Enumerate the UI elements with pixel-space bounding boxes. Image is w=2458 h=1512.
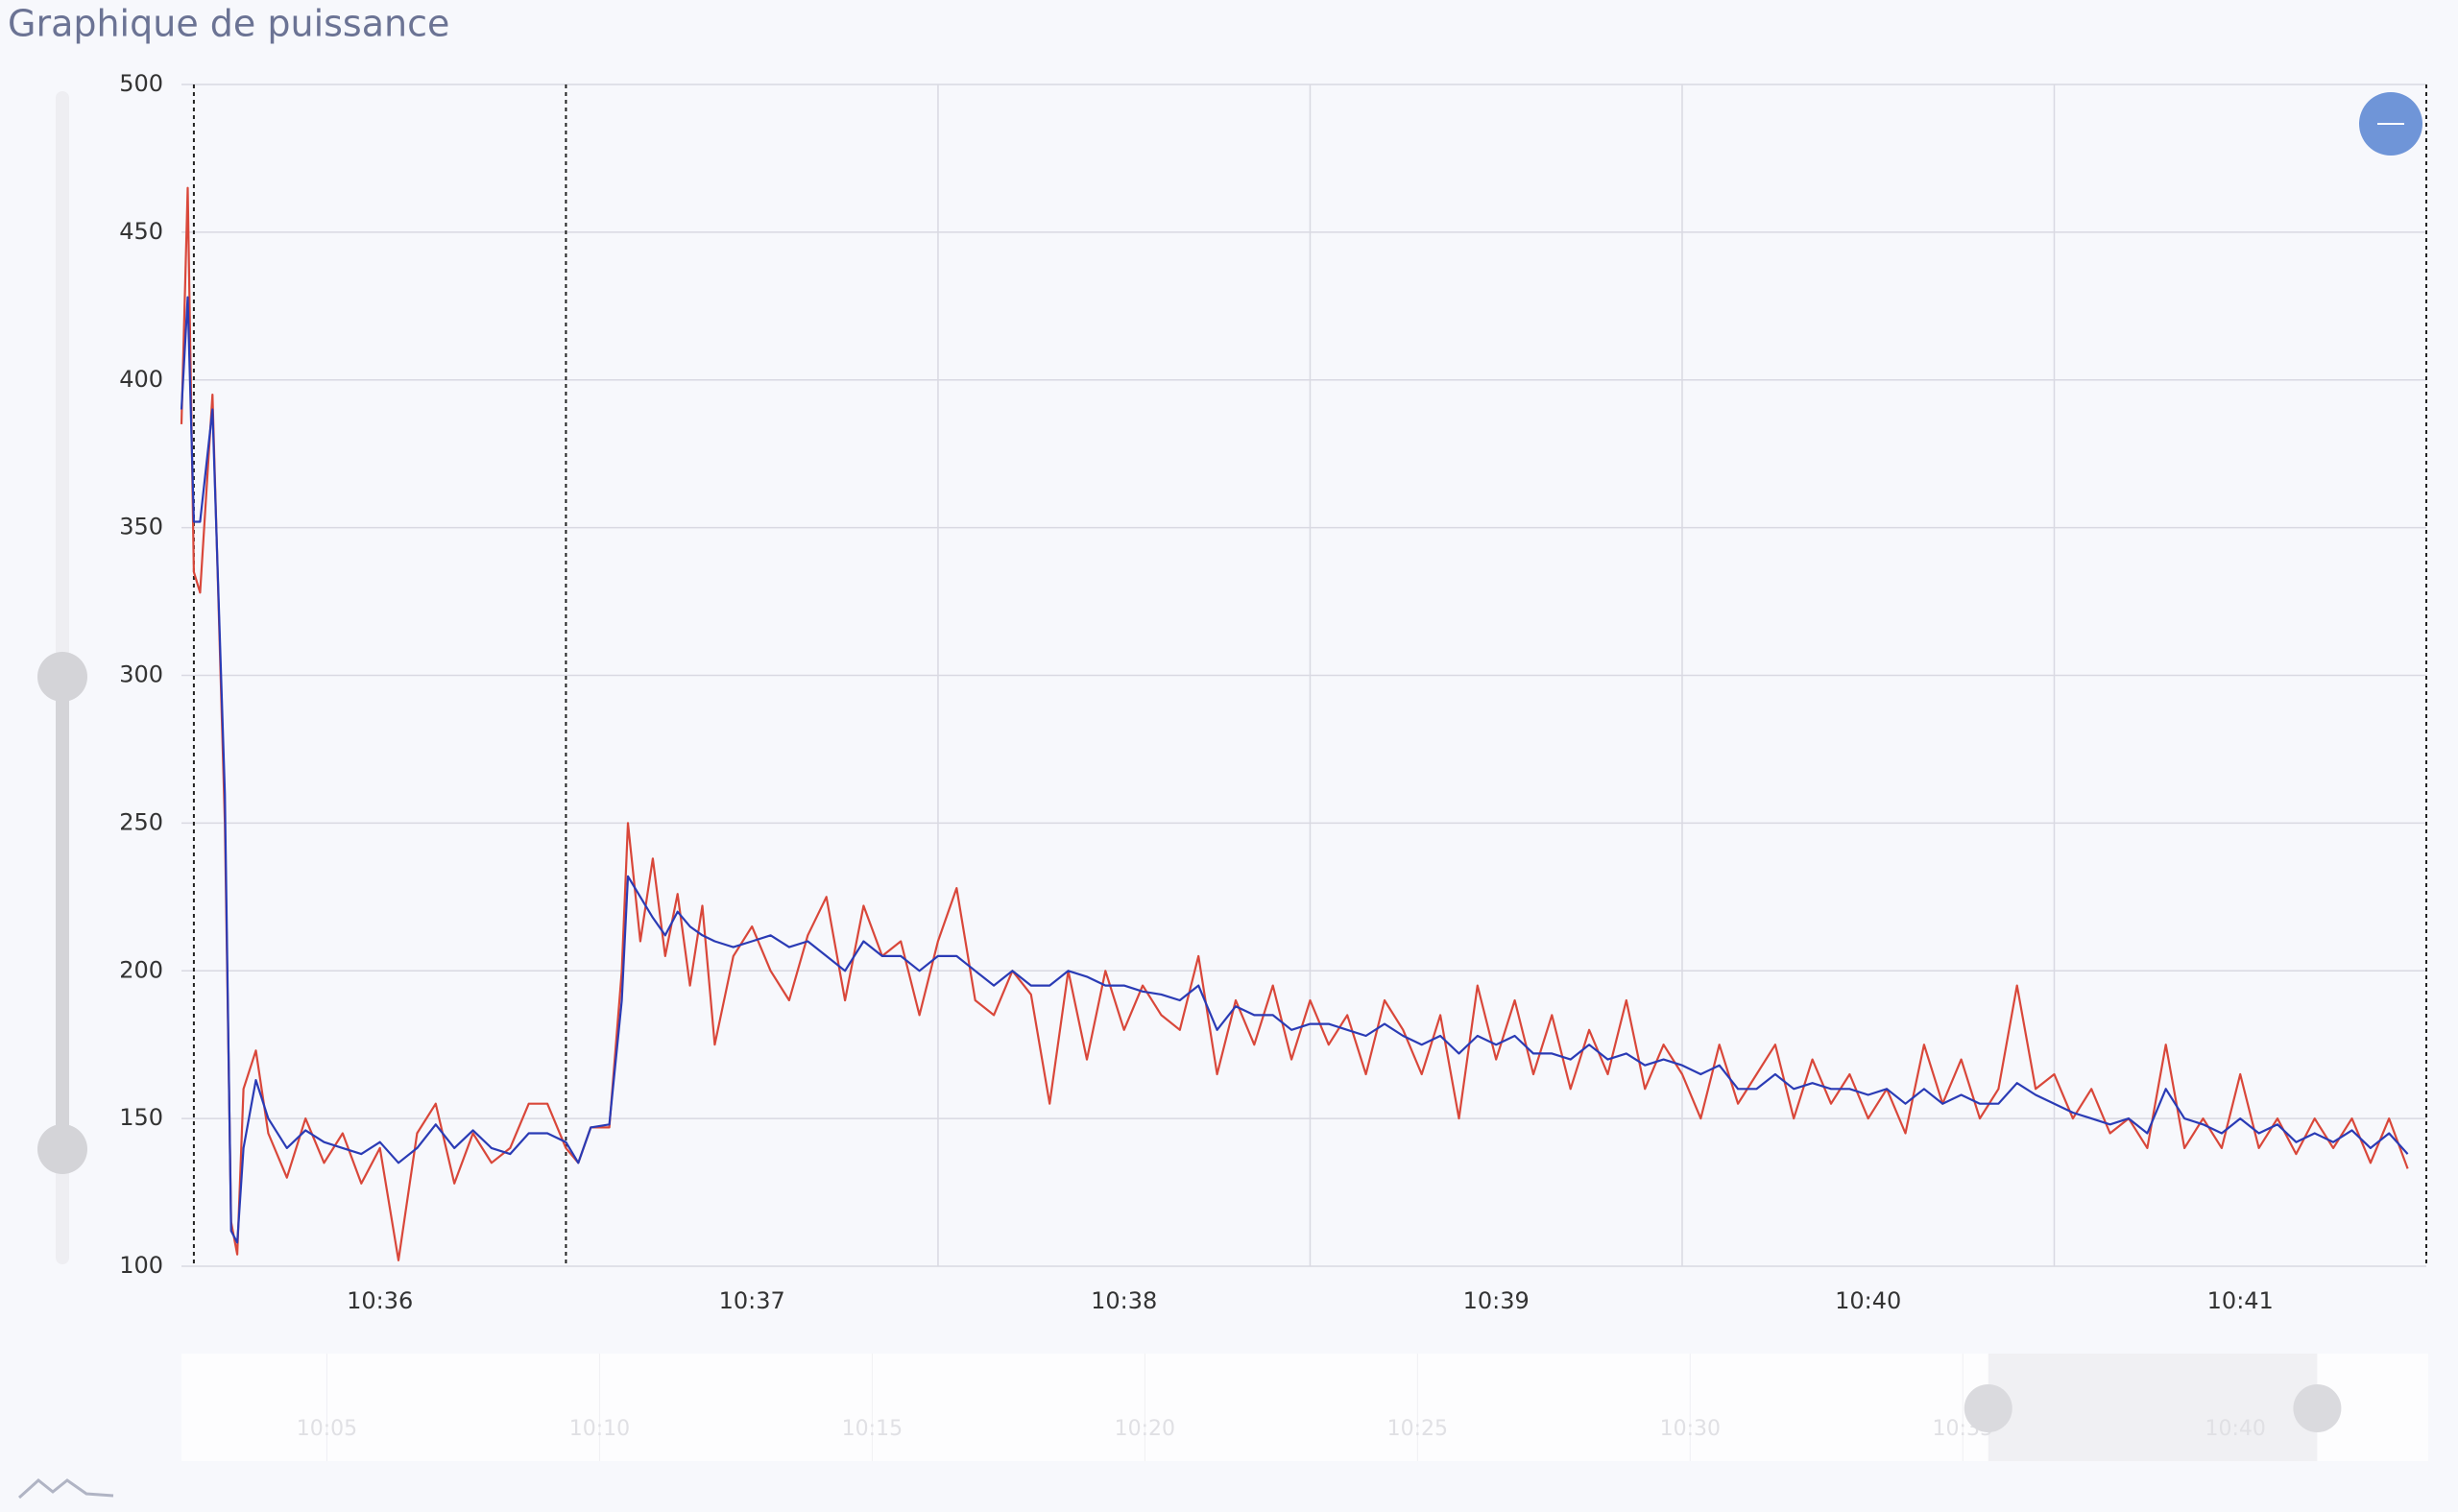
navigator-tick-label: 10:10 (569, 1417, 630, 1441)
navigator-tick-label: 10:40 (2205, 1417, 2266, 1441)
navigator-tick-label: 10:25 (1387, 1417, 1448, 1441)
navigator-handle[interactable] (2293, 1384, 2342, 1432)
series-line (180, 296, 2409, 1244)
series-line (180, 186, 2409, 1261)
y-tick-label: 300 (119, 661, 163, 688)
x-tick-label: 10:37 (719, 1287, 785, 1314)
series-layer (180, 186, 2409, 1261)
x-tick-label: 10:41 (2207, 1287, 2274, 1314)
navigator-tick-label: 10:05 (297, 1417, 357, 1441)
navigator-tick-label: 10:30 (1660, 1417, 1721, 1441)
y-tick-label: 500 (119, 70, 163, 97)
slider-range (56, 677, 69, 1149)
y-tick-label: 350 (119, 514, 163, 540)
slider-handle[interactable] (37, 1124, 87, 1174)
slider-handle[interactable] (37, 652, 87, 702)
navigator-tick-label: 10:20 (1115, 1417, 1175, 1441)
navigator-layer: 10:05 10:10 10:15 10:20 10:25 10:30 10:35 10:40 (297, 1354, 2342, 1461)
navigator-selection (1988, 1354, 2318, 1461)
y-tick-label: 400 (119, 366, 163, 393)
chart-icon (17, 1478, 114, 1500)
navigator-handle[interactable] (1964, 1384, 2012, 1432)
x-tick-label: 10:39 (1463, 1287, 1530, 1314)
navigator-tick-label: 10:15 (842, 1417, 903, 1441)
y-tick-label: 200 (119, 956, 163, 983)
y-tick-label: 450 (119, 218, 163, 245)
y-tick-label: 150 (119, 1104, 163, 1131)
y-tick-label: 250 (119, 808, 163, 835)
x-tick-label: 10:40 (1835, 1287, 1901, 1314)
x-tick-label: 10:38 (1091, 1287, 1157, 1314)
grid-layer: 100 150 200 250 300 350 400 450 500 10:36 10:37 10:… (119, 70, 2427, 1314)
y-tick-label: 100 (119, 1252, 163, 1279)
chart-title: Graphique de puissance (8, 3, 449, 45)
x-tick-label: 10:36 (347, 1287, 413, 1314)
